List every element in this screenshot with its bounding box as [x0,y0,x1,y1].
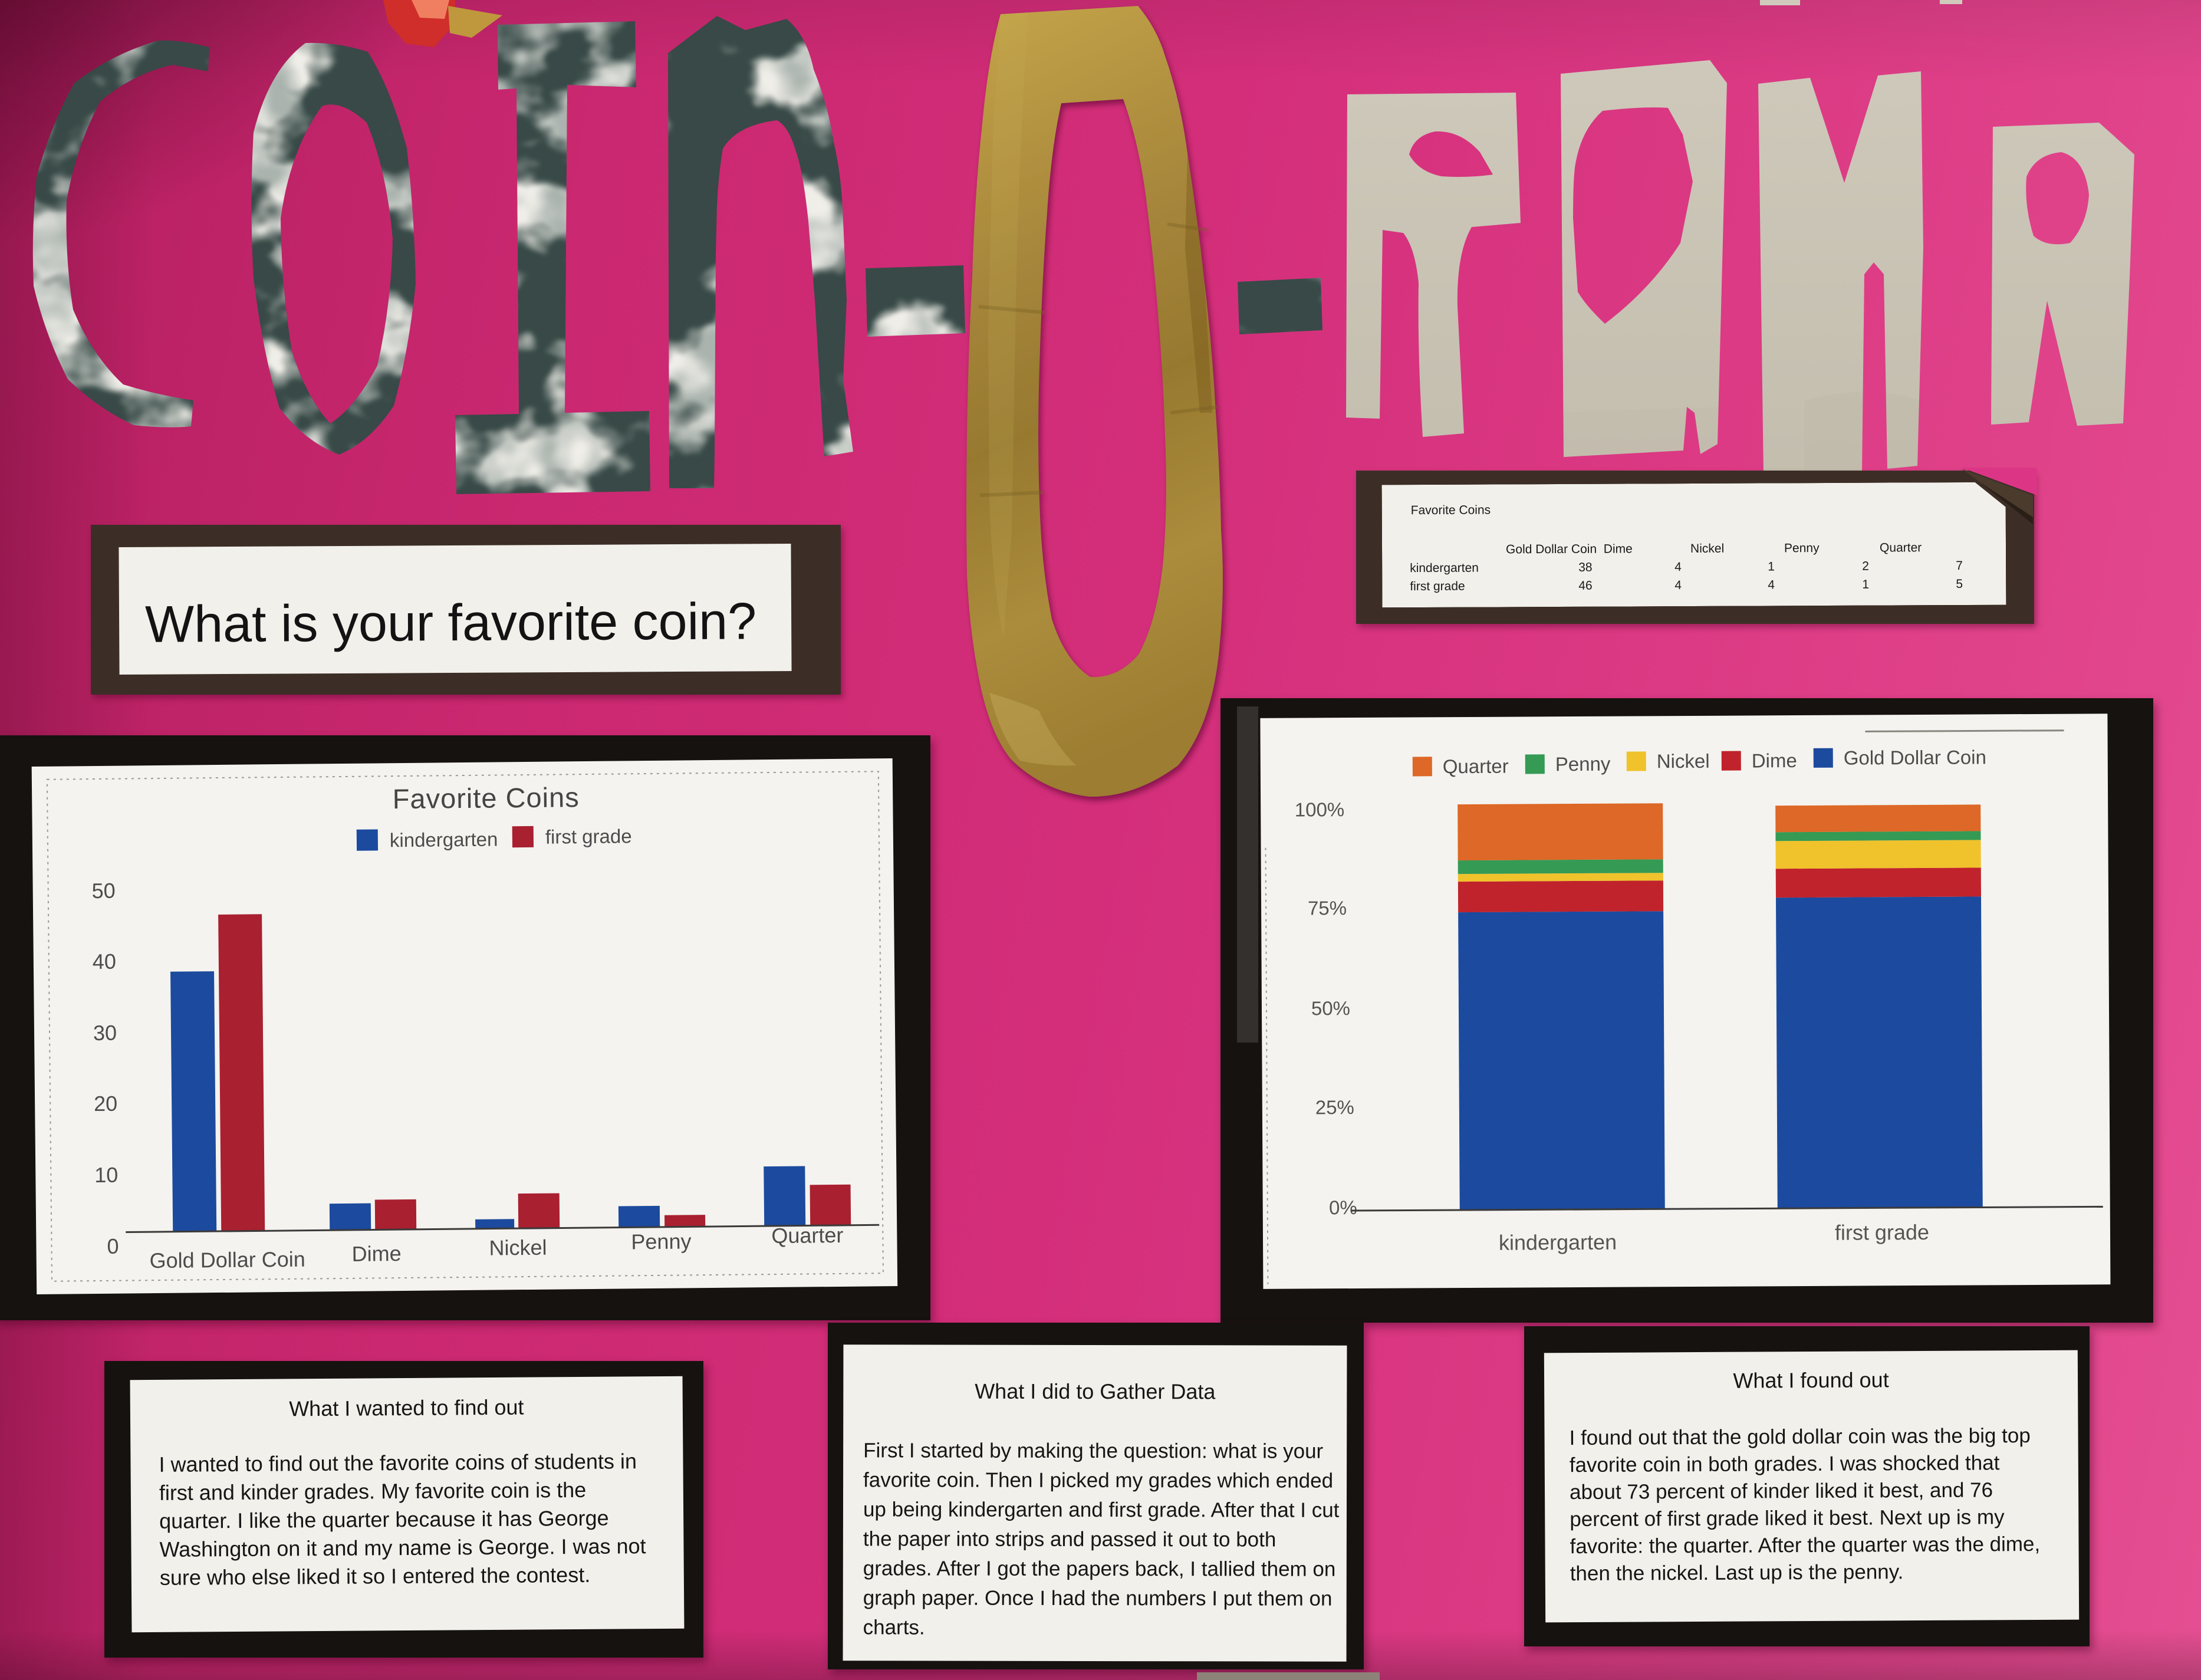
svg-text:kindergarten: kindergarten [390,828,498,851]
svg-text:20: 20 [94,1091,117,1116]
svg-text:Gold Dollar Coin: Gold Dollar Coin [1844,746,1986,768]
svg-text:50: 50 [91,879,115,903]
svg-text:Dime: Dime [351,1241,401,1266]
svg-text:75%: 75% [1308,897,1347,919]
svg-text:Nickel: Nickel [1657,750,1710,772]
svg-text:30: 30 [93,1021,117,1045]
svg-text:100%: 100% [1295,798,1345,820]
svg-text:0%: 0% [1329,1196,1357,1218]
svg-text:Dime: Dime [1752,749,1797,771]
svg-text:10: 10 [94,1163,118,1187]
svg-text:Quarter: Quarter [771,1223,843,1248]
svg-text:Penny: Penny [1555,753,1611,775]
svg-text:Quarter: Quarter [1443,755,1509,778]
svg-text:first grade: first grade [1835,1220,1929,1245]
svg-text:40: 40 [93,949,116,974]
svg-text:25%: 25% [1315,1096,1354,1118]
svg-text:0: 0 [107,1234,119,1258]
svg-text:Favorite Coins: Favorite Coins [392,781,579,814]
svg-text:kindergarten: kindergarten [1499,1230,1617,1255]
svg-text:first grade: first grade [545,825,632,847]
svg-text:Penny: Penny [631,1229,691,1254]
svg-text:Nickel: Nickel [489,1235,547,1260]
svg-text:Gold Dollar Coin: Gold Dollar Coin [149,1247,305,1273]
svg-text:50%: 50% [1311,997,1350,1019]
